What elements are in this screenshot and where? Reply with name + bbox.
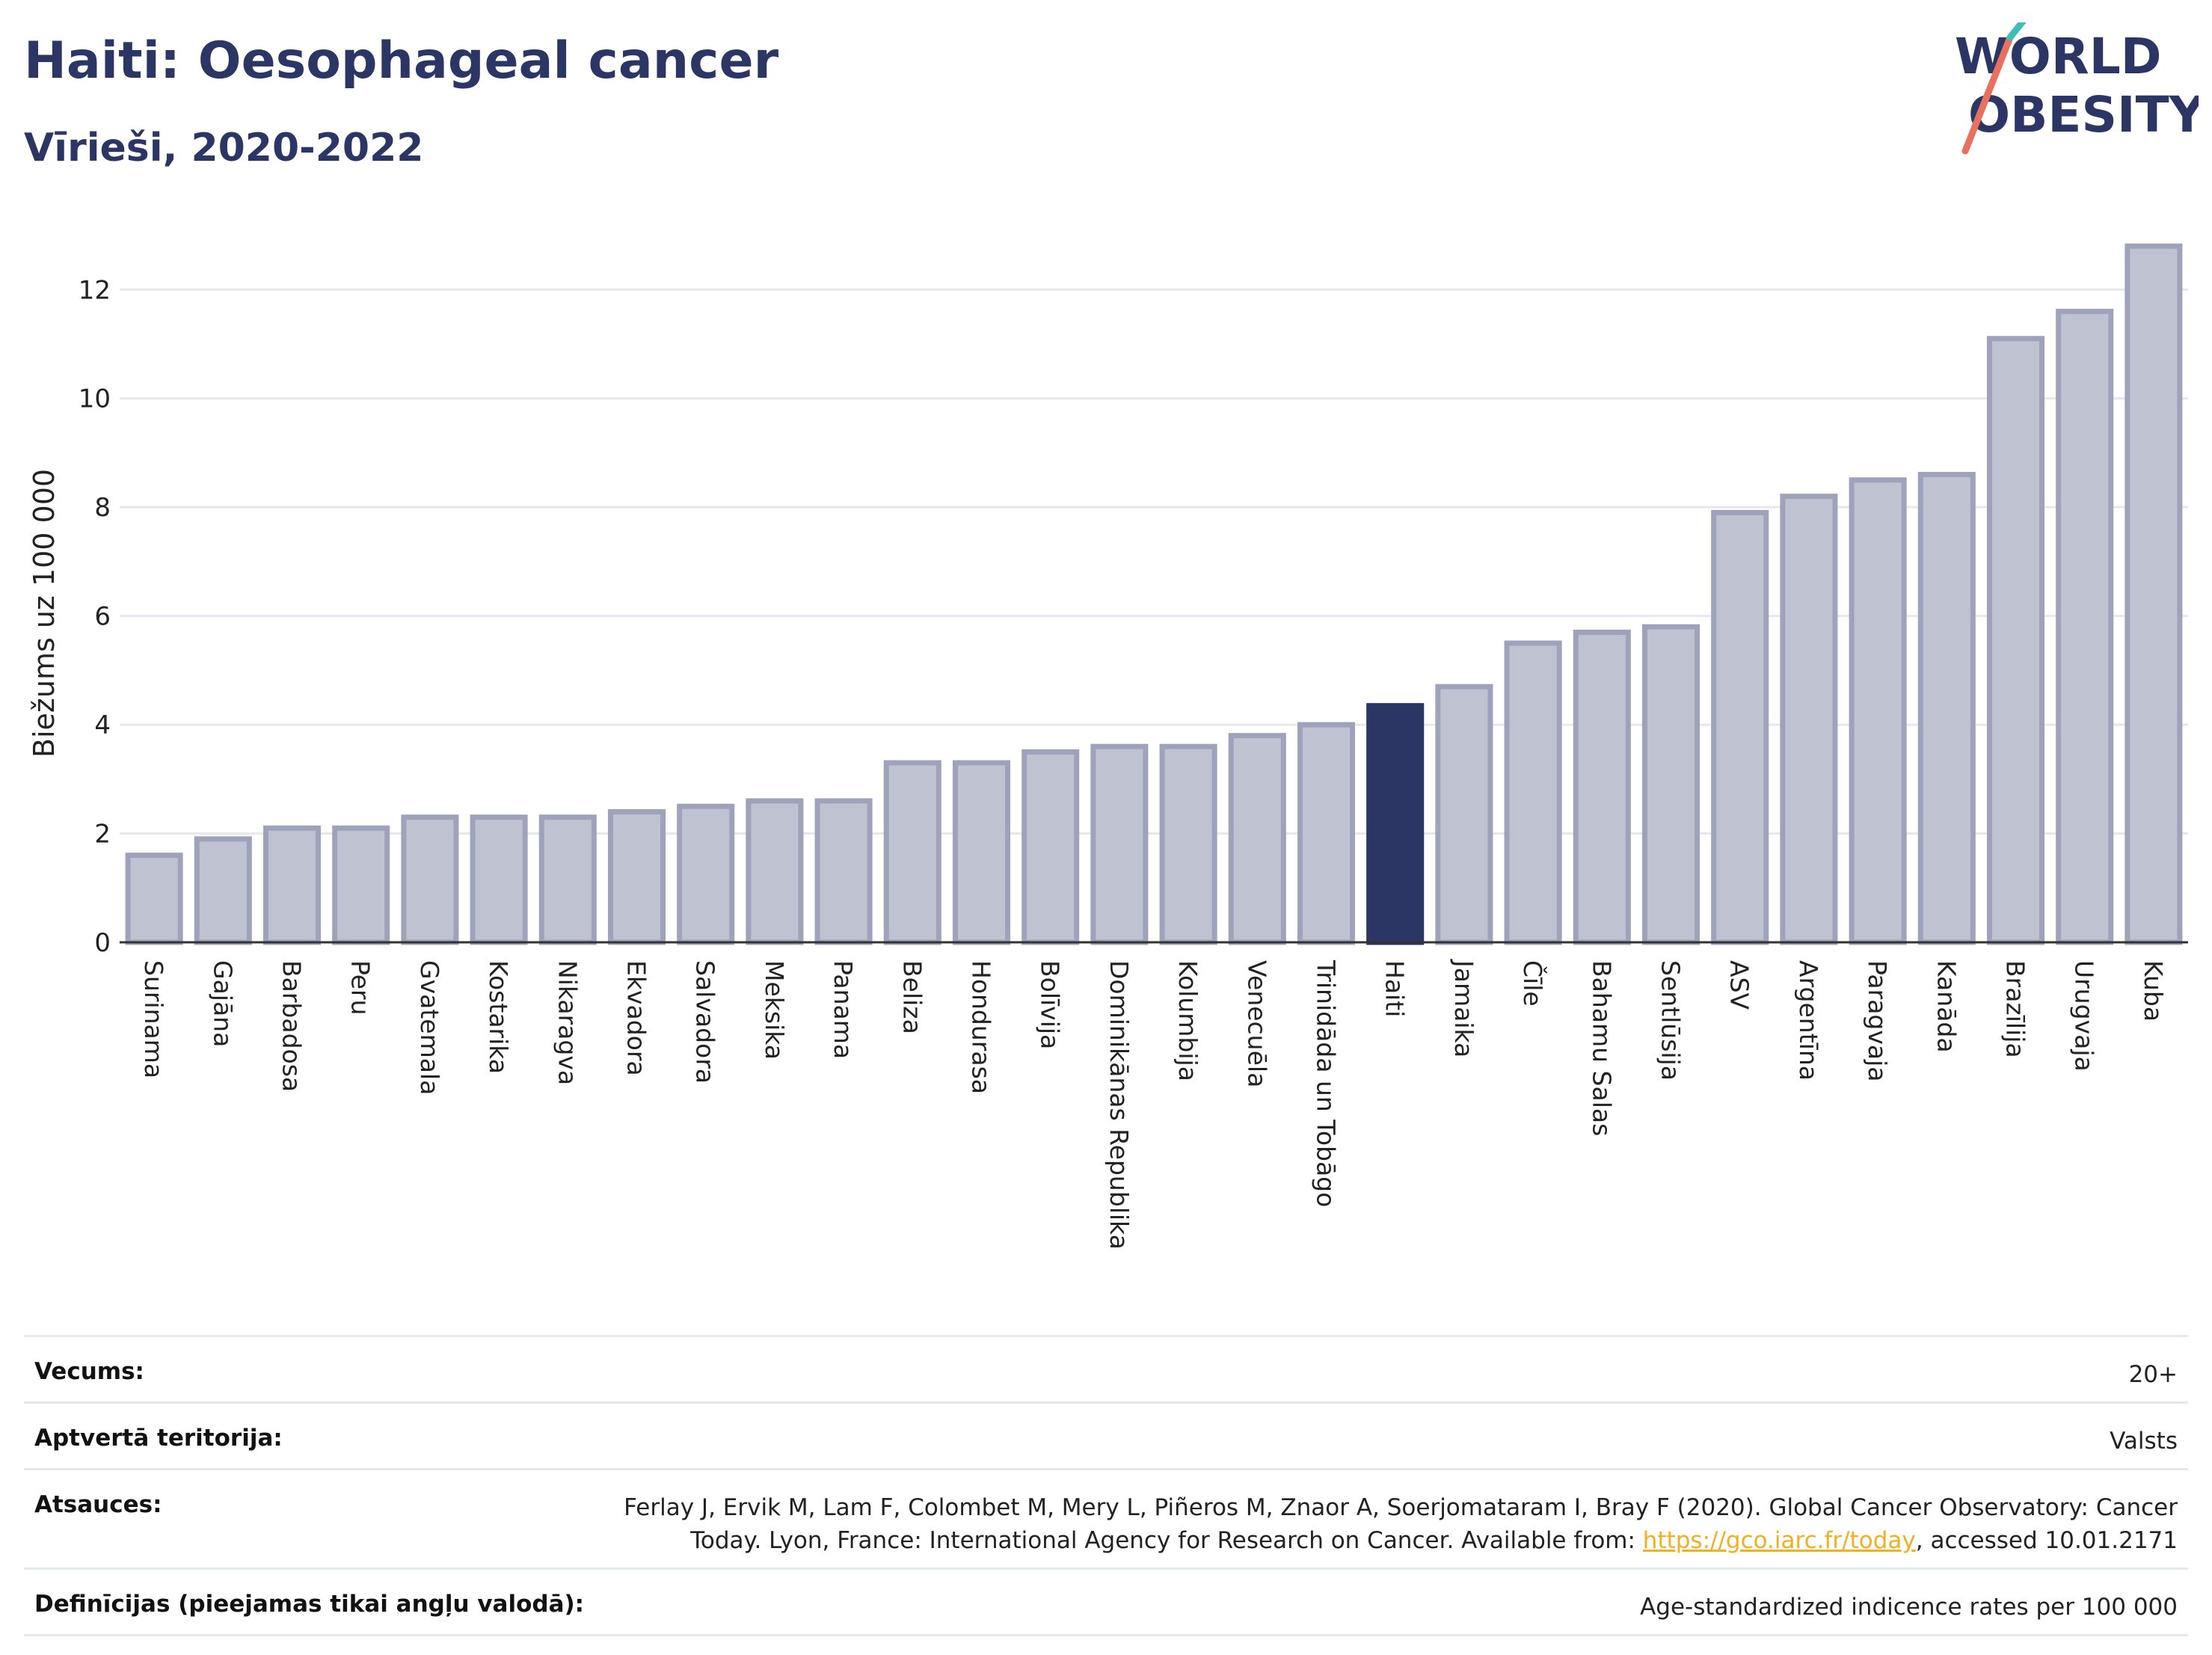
x-tick-label: Meksika — [760, 960, 789, 1060]
bar-4[interactable] — [401, 814, 459, 945]
x-tick-label: Barbadosa — [277, 960, 307, 1092]
y-tick-label: 6 — [94, 602, 111, 632]
info-table: Vecums: 20+ Aptvertā teritorija: Valsts … — [24, 1335, 2188, 1636]
x-tick-label: Beliza — [897, 960, 927, 1034]
info-row-age: Vecums: 20+ — [24, 1335, 2188, 1401]
info-row-references: Atsauces: Ferlay J, Ervik M, Lam F, Colo… — [24, 1468, 2188, 1568]
bar-14[interactable] — [1090, 743, 1149, 945]
chart-subtitle: Vīrieši, 2020-2022 — [24, 126, 424, 171]
x-tick-label: Nikaragva — [553, 960, 582, 1085]
bar-9[interactable] — [746, 798, 804, 945]
bar-chart: 0 2 4 6 8 10 12 Surinama Gajāna Barbadosa Peru Gva… — [28, 243, 2188, 1250]
x-tick-label: Bahamu Salas — [1587, 960, 1616, 1136]
bar-0[interactable] — [125, 853, 183, 945]
x-tick-label: Surinama — [139, 960, 168, 1078]
x-category-labels: Surinama Gajāna Barbadosa Peru Gvatemala Kost… — [139, 959, 2168, 1250]
x-tick-label: Trinidāda un Tobāgo — [1312, 959, 1341, 1207]
bar-12[interactable] — [952, 760, 1011, 945]
bar-6[interactable] — [538, 814, 597, 945]
bar-26[interactable] — [1917, 472, 1976, 945]
info-label-territory: Aptvertā teritorija: — [34, 1425, 283, 1452]
info-label-definitions: Definīcijas (pieejamas tikai angļu valod… — [34, 1591, 585, 1618]
bar-29[interactable] — [2125, 243, 2183, 945]
bar-15[interactable] — [1159, 743, 1217, 945]
x-tick-label: Kolumbija — [1173, 960, 1202, 1081]
x-tick-label: Kuba — [2139, 960, 2168, 1022]
x-tick-label: Kanāda — [1932, 960, 1961, 1053]
x-tick-label: Paragvaja — [1863, 960, 1892, 1082]
x-tick-label: Panama — [829, 960, 858, 1059]
x-tick-label: Peru — [346, 960, 375, 1016]
reference-line2-post: , accessed 10.01.2171 — [1915, 1527, 2178, 1554]
bar-16[interactable] — [1228, 733, 1286, 945]
bar-18[interactable] — [1366, 703, 1425, 945]
x-tick-label: Brazīlija — [2001, 960, 2030, 1058]
x-tick-label: Sentlūsija — [1656, 960, 1686, 1081]
bars — [125, 243, 2183, 945]
world-obesity-logo: WORLD OBESITY — [1955, 22, 2199, 155]
y-axis-title: Biežums uz 100 000 — [28, 469, 61, 758]
x-tick-label: Bolīvija — [1036, 960, 1065, 1049]
bar-23[interactable] — [1711, 509, 1769, 945]
x-tick-label: Kostarika — [484, 960, 513, 1074]
bar-20[interactable] — [1504, 640, 1562, 945]
info-label-references: Atsauces: — [34, 1491, 162, 1518]
chart-title: Haiti: Oesophageal cancer — [24, 31, 779, 90]
x-tick-label: ASV — [1725, 960, 1754, 1010]
logo-slash-teal — [2006, 22, 2027, 41]
y-tick-label: 0 — [94, 928, 111, 958]
x-tick-label: Argentīna — [1794, 960, 1823, 1081]
y-tick-label: 12 — [79, 275, 111, 305]
bar-7[interactable] — [607, 808, 666, 945]
bar-13[interactable] — [1021, 749, 1080, 945]
info-row-definitions: Definīcijas (pieejamas tikai angļu valod… — [24, 1568, 2188, 1636]
info-label-age: Vecums: — [34, 1358, 144, 1385]
bar-28[interactable] — [2056, 308, 2114, 945]
x-tick-label: Haiti — [1380, 960, 1410, 1017]
info-row-territory: Aptvertā teritorija: Valsts — [24, 1401, 2188, 1468]
x-tick-label: Venecuēla — [1242, 960, 1271, 1087]
bar-11[interactable] — [883, 760, 941, 945]
bar-1[interactable] — [194, 836, 252, 945]
bar-3[interactable] — [332, 825, 390, 945]
x-tick-label: Gajāna — [208, 960, 237, 1047]
grid-lines — [120, 288, 2188, 835]
logo-line1: WORLD — [1955, 28, 2162, 85]
y-tick-label: 4 — [94, 710, 111, 740]
y-tick-label: 2 — [94, 820, 111, 850]
bar-19[interactable] — [1435, 684, 1493, 945]
bar-5[interactable] — [470, 814, 528, 945]
bar-10[interactable] — [814, 798, 873, 945]
info-value-age: 20+ — [2128, 1361, 2178, 1388]
bar-8[interactable] — [677, 803, 735, 945]
x-tick-label: Gvatemala — [415, 960, 444, 1095]
bar-25[interactable] — [1849, 477, 1907, 945]
info-value-definitions: Age-standardized indicence rates per 100… — [1640, 1594, 2178, 1621]
x-tick-label: Salvadora — [691, 960, 720, 1084]
logo-slash-red — [1961, 34, 2014, 155]
bar-27[interactable] — [1986, 336, 2045, 945]
y-tick-label: 10 — [79, 384, 111, 414]
x-tick-label: Jamaika — [1449, 959, 1478, 1057]
reference-line1: Ferlay J, Ervik M, Lam F, Colombet M, Me… — [624, 1494, 2178, 1521]
reference-line2-pre: Today. Lyon, France: International Agenc… — [690, 1527, 1643, 1554]
x-tick-label: Urugvaja — [2070, 960, 2099, 1072]
logo-line2: OBESITY — [1968, 86, 2199, 144]
info-value-territory: Valsts — [2110, 1428, 2178, 1455]
x-tick-label: Dominikānas Republika — [1105, 960, 1134, 1250]
info-value-references: Ferlay J, Ervik M, Lam F, Colombet M, Me… — [624, 1491, 2178, 1557]
bar-22[interactable] — [1641, 624, 1701, 945]
y-tick-labels: 0 2 4 6 8 10 12 — [79, 275, 111, 958]
x-tick-label: Hondurasa — [967, 960, 996, 1094]
bar-2[interactable] — [262, 825, 322, 945]
x-tick-label: Čīle — [1518, 960, 1548, 1007]
bar-21[interactable] — [1573, 629, 1631, 945]
bar-17[interactable] — [1297, 722, 1356, 945]
y-tick-label: 8 — [94, 493, 111, 523]
bar-24[interactable] — [1780, 494, 1838, 945]
reference-link[interactable]: https://gco.iarc.fr/today — [1642, 1527, 1916, 1554]
x-tick-label: Ekvadora — [622, 960, 651, 1076]
